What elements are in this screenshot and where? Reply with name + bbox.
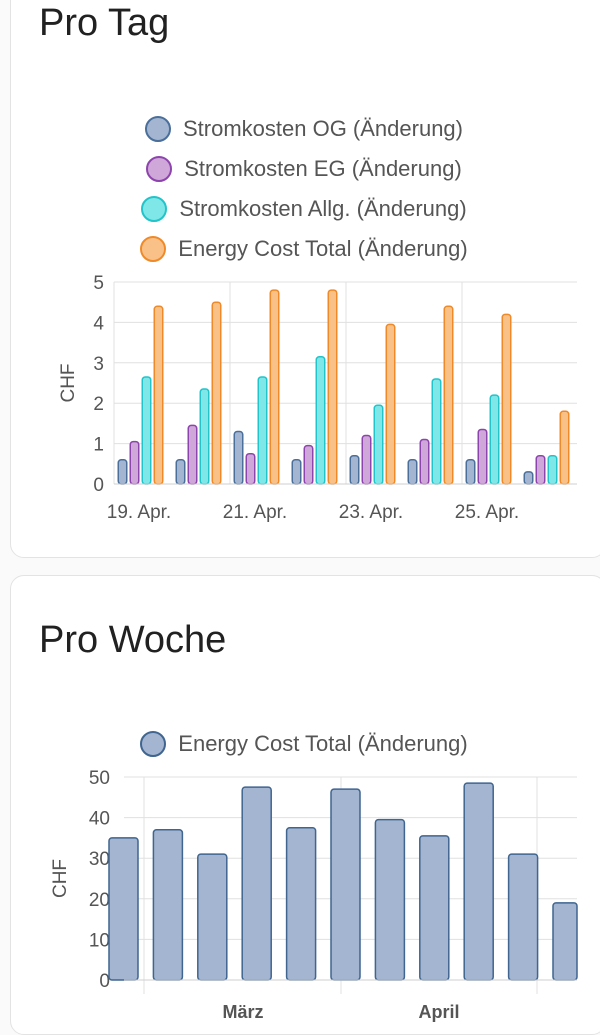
- legend-swatch: [144, 116, 171, 142]
- y-axis-label: CHF: [50, 859, 71, 898]
- y-tick-label: 10: [89, 930, 110, 951]
- bar: [152, 829, 184, 981]
- y-tick-label: 3: [93, 354, 104, 375]
- legend-label: Stromkosten Allg. (Änderung): [179, 196, 467, 221]
- legend-label: Stromkosten EG (Änderung): [184, 156, 462, 181]
- bar: [547, 454, 558, 485]
- bar-chart-pro-tag: 0 1 2 3 4 5 CHF 19. Apr. 21. Apr. 23. Apr. 25. Apr…: [58, 273, 577, 523]
- bar: [489, 394, 500, 485]
- x-tick-label: 23. Apr.: [339, 502, 403, 523]
- bar: [477, 428, 488, 485]
- y-tick-label: 20: [89, 890, 110, 911]
- y-tick-label: 5: [93, 273, 104, 294]
- y-tick-label: 50: [89, 768, 110, 789]
- bar: [129, 440, 140, 485]
- bar: [523, 471, 534, 485]
- bar: [507, 853, 539, 981]
- bar: [233, 430, 244, 485]
- bar-chart-pro-woche: 0 10 20 30 40 50 CHF März April: [50, 768, 578, 1022]
- bar: [199, 388, 210, 485]
- legend-swatch: [140, 731, 167, 757]
- y-tick-label: 1: [93, 435, 104, 456]
- bar: [245, 452, 256, 485]
- bar: [117, 459, 128, 485]
- y-tick-label: 0: [99, 971, 110, 992]
- bar: [385, 323, 396, 485]
- legend-swatch: [146, 156, 173, 182]
- card-pro-tag: Pro Tag Stromkosten OG (Änderung) Stromko…: [10, 0, 600, 558]
- bar: [211, 301, 222, 485]
- bar: [141, 376, 152, 485]
- bar: [501, 313, 512, 485]
- x-tick-label: 25. Apr.: [455, 502, 519, 523]
- x-tick-label: März: [222, 1002, 263, 1022]
- card-pro-woche: Pro Woche Energy Cost Total (Änderung) 0…: [10, 575, 600, 1035]
- bar: [108, 837, 139, 981]
- y-tick-label: 4: [93, 313, 104, 334]
- legend-item[interactable]: Energy Cost Total (Änderung): [140, 724, 468, 764]
- bar: [373, 404, 384, 485]
- bar: [315, 355, 326, 485]
- bar: [153, 305, 164, 485]
- y-tick-label: 0: [93, 475, 104, 496]
- bar: [349, 454, 360, 485]
- legend-item[interactable]: Energy Cost Total (Änderung): [140, 229, 468, 269]
- bar: [285, 827, 317, 981]
- legend-item[interactable]: Stromkosten Allg. (Änderung): [141, 189, 467, 229]
- bar: [431, 378, 442, 485]
- chart-legend: Energy Cost Total (Änderung): [11, 724, 597, 764]
- bar: [241, 786, 272, 981]
- bar: [330, 788, 361, 981]
- legend-label: Stromkosten OG (Änderung): [182, 116, 463, 141]
- legend-item[interactable]: Stromkosten OG (Änderung): [144, 109, 463, 149]
- bar: [257, 376, 268, 485]
- legend-swatch: [140, 236, 167, 262]
- x-tick-label: 21. Apr.: [223, 502, 287, 523]
- bar: [407, 459, 418, 485]
- bar: [419, 438, 430, 485]
- legend-swatch: [141, 196, 168, 222]
- y-axis-label: CHF: [58, 363, 79, 402]
- chart-legend: Stromkosten OG (Änderung) Stromkosten EG …: [11, 109, 597, 269]
- legend-label: Energy Cost Total (Änderung): [178, 236, 468, 261]
- y-tick-label: 40: [89, 809, 110, 830]
- bar: [443, 305, 454, 485]
- bar: [463, 782, 494, 981]
- card-title: Pro Woche: [39, 619, 227, 661]
- bar: [552, 902, 578, 981]
- x-tick-label: April: [418, 1002, 459, 1022]
- bar: [374, 818, 406, 981]
- bar: [269, 289, 280, 485]
- bar: [187, 424, 198, 485]
- legend-label: Energy Cost Total (Änderung): [178, 731, 468, 756]
- bar: [291, 459, 302, 485]
- bar: [175, 459, 186, 485]
- legend-item[interactable]: Stromkosten EG (Änderung): [146, 149, 462, 189]
- bar: [419, 835, 450, 981]
- bar: [559, 410, 570, 485]
- bar: [303, 444, 314, 485]
- bar: [361, 434, 372, 485]
- y-tick-label: 2: [93, 394, 104, 415]
- bar: [535, 454, 546, 485]
- bar: [197, 853, 228, 981]
- y-tick-label: 30: [89, 849, 110, 870]
- x-tick-label: 19. Apr.: [107, 502, 171, 523]
- card-title: Pro Tag: [39, 2, 170, 44]
- bar: [327, 289, 338, 485]
- bar: [465, 459, 476, 485]
